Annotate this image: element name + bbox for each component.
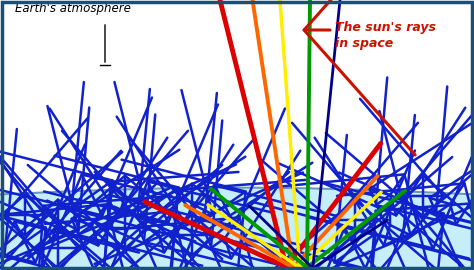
Text: The sun's rays
in space: The sun's rays in space: [335, 21, 436, 49]
Text: Earth's atmosphere: Earth's atmosphere: [15, 2, 131, 15]
